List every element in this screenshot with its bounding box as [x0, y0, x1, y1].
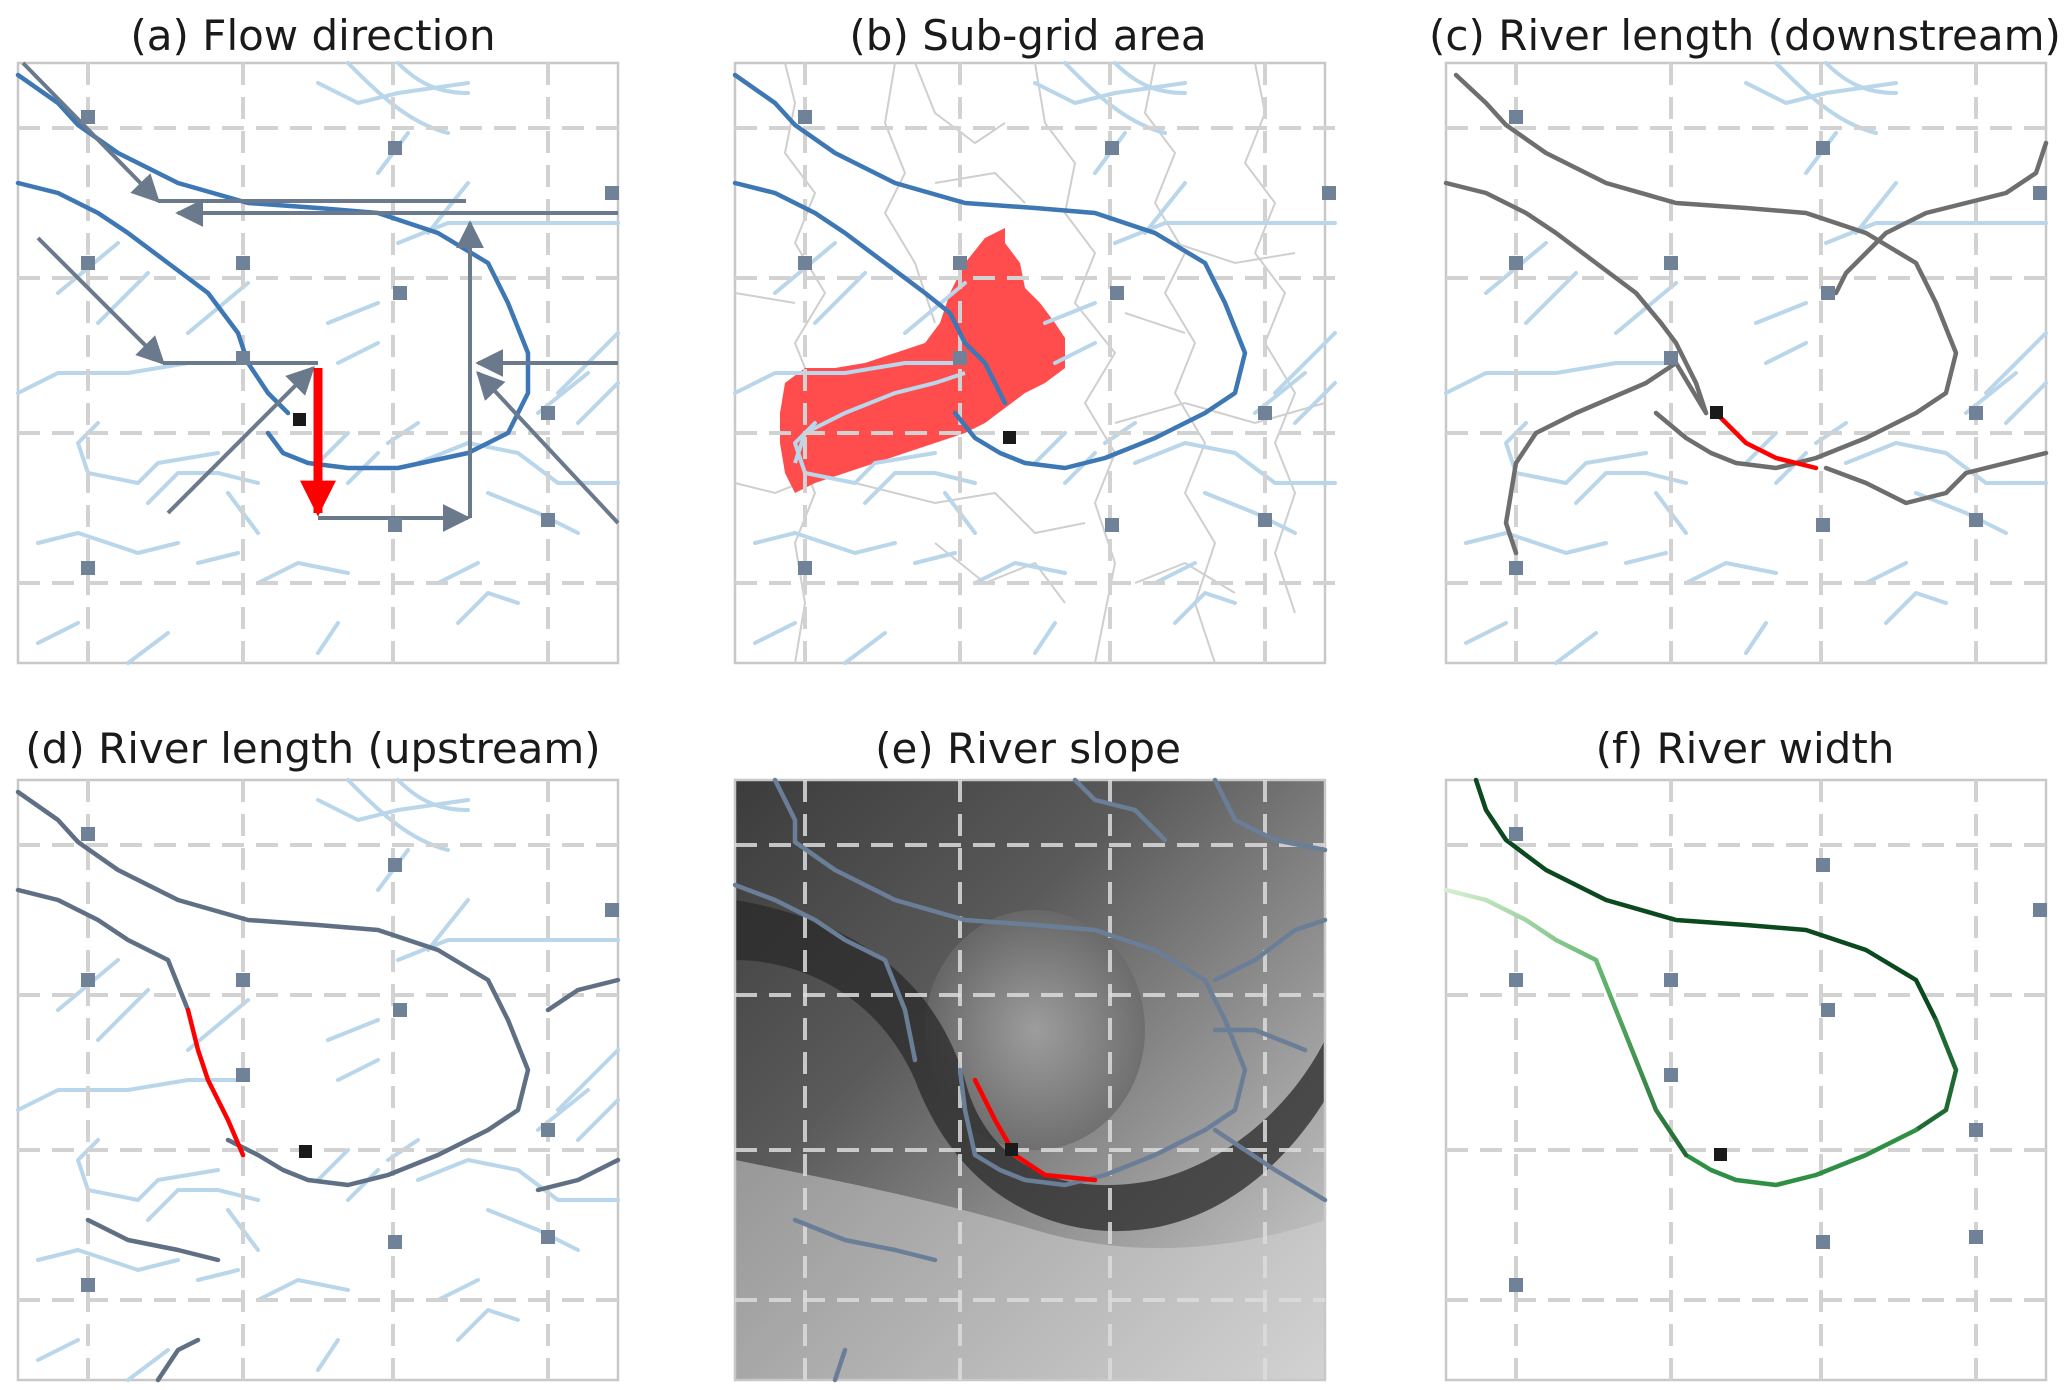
outlet-square: [1003, 431, 1016, 444]
outlet-square: [299, 1145, 312, 1158]
outlet-square: [1714, 1148, 1727, 1161]
panel-b-river: [732, 72, 1248, 471]
highlight-upstream-length: [185, 1007, 246, 1158]
panel-f-river: [1443, 777, 1959, 1188]
panel-b-frame: [733, 61, 1327, 665]
highlight-downstream-length: [1713, 410, 1819, 471]
panel-d: (d) River length (upstream): [15, 724, 621, 1383]
slope-dark-valley: [735, 900, 1325, 1232]
panel-c-frame: [1444, 61, 2048, 665]
outlet-square: [1005, 1143, 1018, 1156]
panel-f-frame: [1444, 778, 2048, 1382]
panel-c-title: (c) River length (downstream): [1429, 11, 2061, 60]
panel-b-title: (b) Sub-grid area: [849, 11, 1206, 60]
panel-f-title: (f) River width: [1596, 724, 1895, 773]
panel-c: (c) River length (downstream): [1429, 11, 2061, 665]
panel-d-frame: [16, 778, 620, 1382]
panel-f: (f) River width: [1443, 724, 2048, 1382]
panel-d-river: [15, 789, 621, 1383]
outlet-square: [1710, 406, 1723, 419]
slope-light-region: [735, 1160, 1325, 1380]
outlet-square: [293, 413, 306, 426]
panel-a-title: (a) Flow direction: [130, 11, 495, 60]
panel-d-title: (d) River length (upstream): [25, 724, 600, 773]
subgrid-area: [780, 228, 1065, 493]
panel-e: (e) River slope: [732, 724, 1328, 1383]
panel-e-frame: [733, 778, 1327, 1382]
panel-e-title: (e) River slope: [875, 724, 1181, 773]
panel-a-river: [15, 72, 531, 471]
panel-e-river: [732, 777, 1328, 1383]
panel-b: (b) Sub-grid area: [732, 11, 1337, 665]
panel-a: (a) Flow direction: [15, 11, 620, 665]
panel-a-flow-arrows: [21, 61, 620, 532]
panel-c-river: [1443, 72, 2049, 556]
